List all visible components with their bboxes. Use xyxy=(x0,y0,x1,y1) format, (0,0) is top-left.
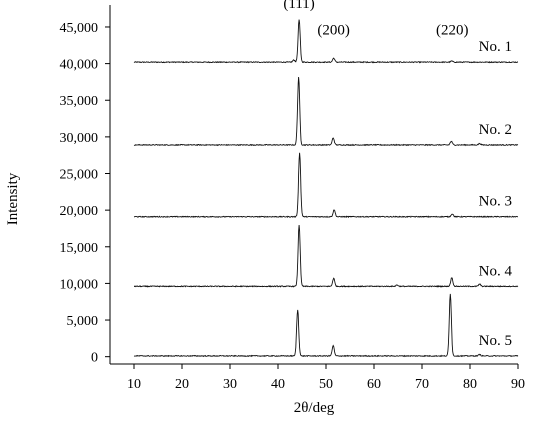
y-tick-label: 35,000 xyxy=(60,94,99,109)
y-tick-label: 40,000 xyxy=(60,58,99,73)
y-axis-label: Intensity xyxy=(5,172,21,225)
y-tick-label: 10,000 xyxy=(60,277,99,292)
x-axis-label: 2θ/deg xyxy=(294,400,335,416)
xrd-trace xyxy=(133,293,519,358)
series-label: No. 5 xyxy=(479,333,512,349)
y-tick-label: 30,000 xyxy=(60,131,99,146)
y-tick-label: 25,000 xyxy=(60,168,99,183)
x-tick-label: 50 xyxy=(319,377,333,392)
xrd-trace xyxy=(134,225,519,288)
x-tick-label: 70 xyxy=(415,377,429,392)
series-label: No. 4 xyxy=(479,263,513,279)
y-tick-label: 0 xyxy=(91,351,98,366)
x-tick-label: 60 xyxy=(367,377,381,392)
y-tick-label: 5,000 xyxy=(67,314,99,329)
x-tick-label: 30 xyxy=(223,377,237,392)
xrd-trace xyxy=(133,19,519,64)
x-tick-label: 40 xyxy=(271,377,285,392)
y-tick-label: 20,000 xyxy=(60,204,99,219)
peak-label: (111) xyxy=(283,0,314,12)
peak-label: (220) xyxy=(436,22,469,38)
peak-label: (200) xyxy=(317,22,350,38)
xrd-trace xyxy=(133,152,519,219)
xrd-trace xyxy=(133,76,519,147)
series-label: No. 3 xyxy=(479,194,512,210)
series-label: No. 2 xyxy=(479,122,512,138)
y-tick-label: 15,000 xyxy=(60,241,99,256)
series-label: No. 1 xyxy=(479,39,512,55)
x-tick-label: 20 xyxy=(175,377,189,392)
x-tick-label: 80 xyxy=(463,377,477,392)
y-tick-label: 45,000 xyxy=(60,21,99,36)
x-tick-label: 90 xyxy=(511,377,525,392)
x-tick-label: 10 xyxy=(127,377,141,392)
